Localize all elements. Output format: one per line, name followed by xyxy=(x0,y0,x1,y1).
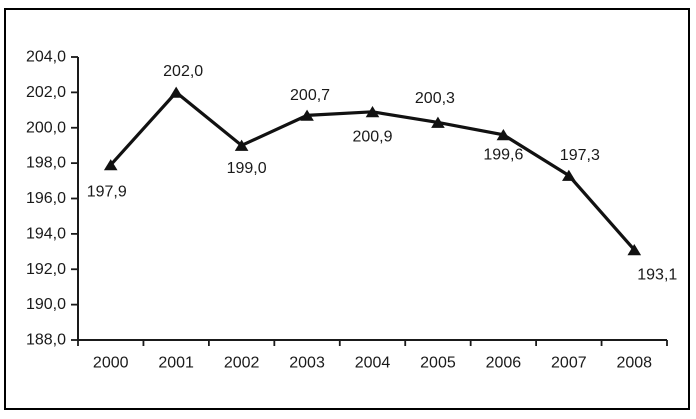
y-axis-tick-label: 188,0 xyxy=(26,332,66,349)
x-axis-category-label: 2001 xyxy=(158,355,194,372)
x-axis-category-label: 2000 xyxy=(93,355,129,372)
data-point-marker xyxy=(496,129,511,141)
data-point-label: 199,6 xyxy=(483,146,523,163)
data-point-marker xyxy=(365,106,380,118)
y-axis-tick-label: 194,0 xyxy=(26,225,66,242)
x-axis-category-label: 2007 xyxy=(551,355,587,372)
y-axis-tick-label: 200,0 xyxy=(26,119,66,136)
data-point-label: 200,9 xyxy=(352,128,392,145)
data-point-marker xyxy=(169,86,183,98)
y-axis-tick-label: 190,0 xyxy=(26,296,66,313)
x-axis-category-label: 2006 xyxy=(486,355,522,372)
data-point-marker xyxy=(103,159,118,171)
x-axis-category-label: 2008 xyxy=(616,355,652,372)
data-point-marker xyxy=(431,116,445,128)
data-point-label: 197,3 xyxy=(560,147,600,164)
x-axis-category-label: 2004 xyxy=(355,355,391,372)
data-point-marker xyxy=(627,243,642,256)
data-point-label: 197,9 xyxy=(87,183,127,200)
y-axis-tick-label: 196,0 xyxy=(26,190,66,207)
data-point-label: 202,0 xyxy=(163,63,203,80)
y-axis-tick-label: 198,0 xyxy=(26,155,66,172)
data-point-label: 199,0 xyxy=(227,160,267,177)
y-axis-tick-label: 204,0 xyxy=(26,49,66,66)
data-point-marker xyxy=(300,109,314,121)
data-point-marker xyxy=(562,169,576,181)
data-point-label: 200,3 xyxy=(415,90,455,107)
y-axis-tick-label: 202,0 xyxy=(26,84,66,101)
x-axis-category-label: 2003 xyxy=(289,355,325,372)
data-point-label: 200,7 xyxy=(290,87,330,104)
x-axis-category-label: 2002 xyxy=(224,355,260,372)
y-axis-tick-label: 192,0 xyxy=(26,261,66,278)
x-axis-category-label: 2005 xyxy=(420,355,456,372)
data-point-label: 193,1 xyxy=(637,266,677,283)
chart-border-frame xyxy=(4,8,690,410)
data-point-marker xyxy=(234,139,249,151)
